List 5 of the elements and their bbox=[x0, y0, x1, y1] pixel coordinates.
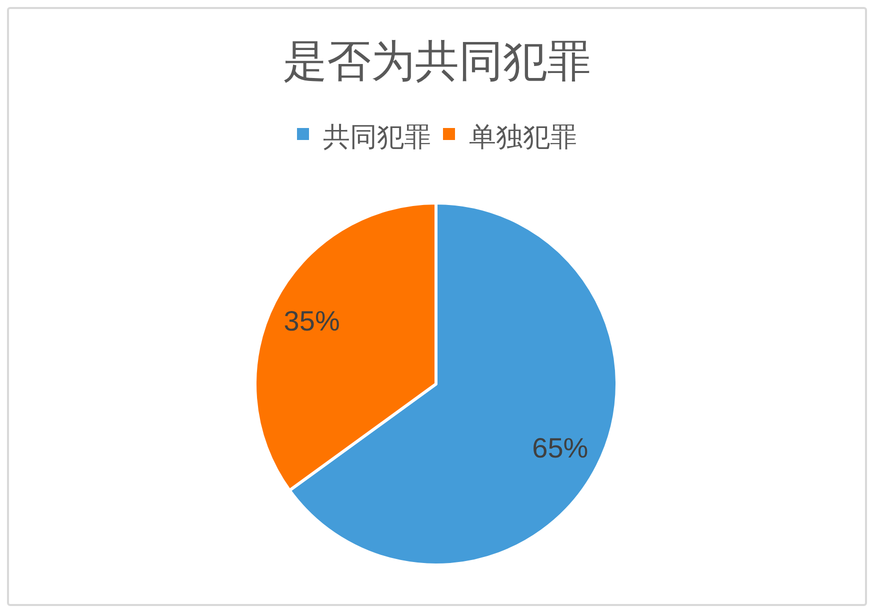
legend-label: 单独犯罪 bbox=[469, 122, 577, 153]
data-label: 65% bbox=[532, 432, 588, 464]
legend-label: 共同犯罪 bbox=[323, 122, 431, 153]
data-label: 35% bbox=[284, 306, 340, 337]
title: 是否为共同犯罪 bbox=[283, 36, 591, 87]
